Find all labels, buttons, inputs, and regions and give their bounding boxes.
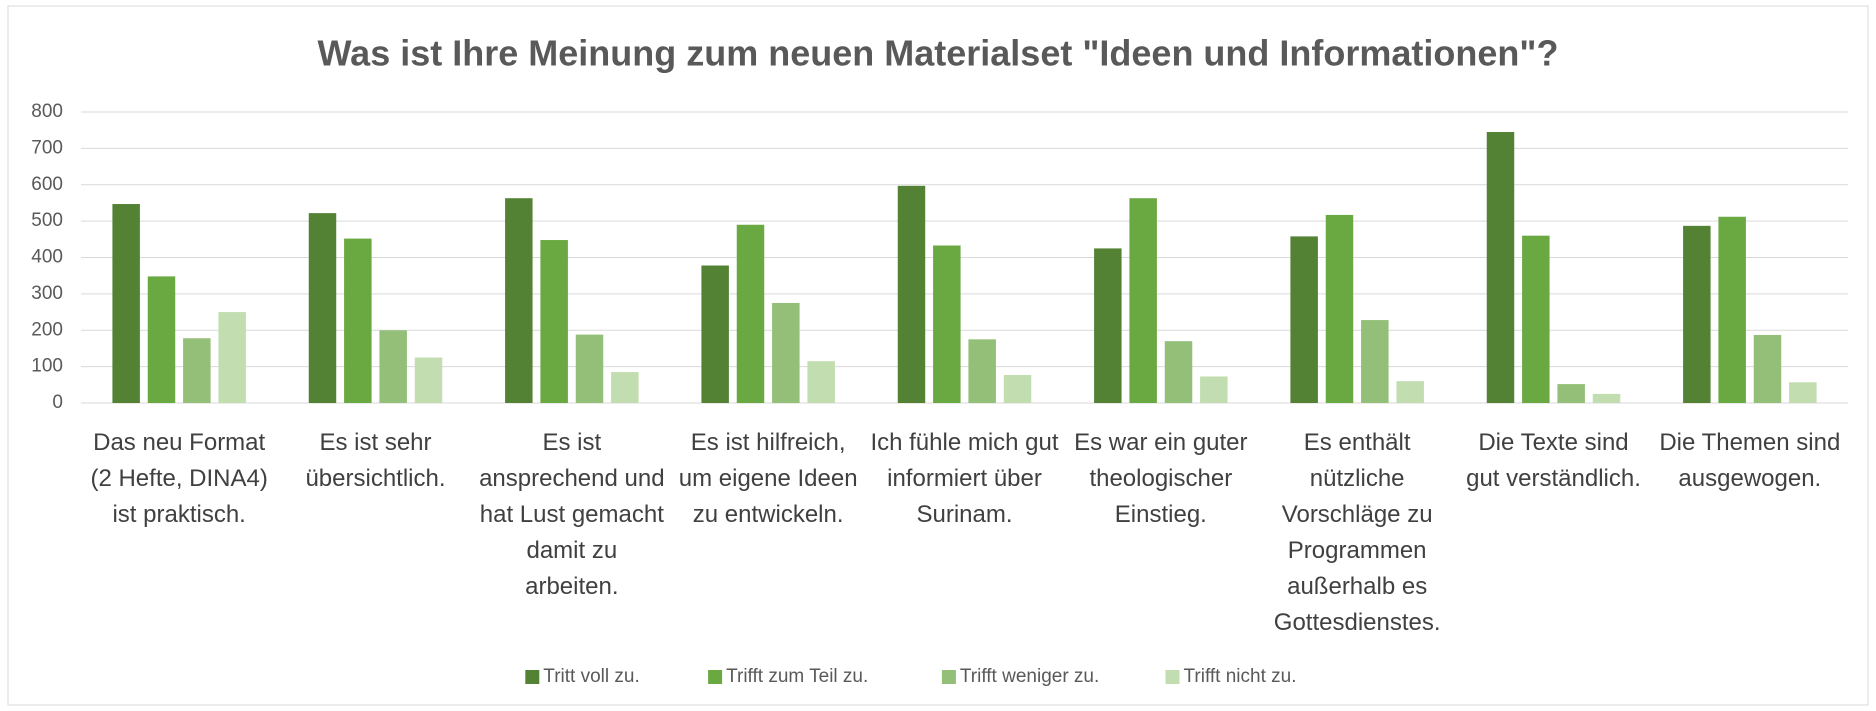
- bar: [1522, 235, 1550, 403]
- bar: [147, 276, 176, 403]
- bar: [897, 185, 926, 403]
- legend-label: Trifft weniger zu.: [960, 666, 1099, 687]
- y-tick-label: 200: [31, 319, 63, 340]
- chart-title: Was ist Ihre Meinung zum neuen Materials…: [318, 33, 1559, 74]
- bar: [736, 224, 765, 403]
- legend-label: Trifft zum Teil zu.: [726, 666, 868, 687]
- bar: [1683, 225, 1711, 403]
- x-tick-label: Es ist sehr übersichtlich.: [305, 429, 446, 492]
- bar: [1200, 376, 1228, 403]
- bar: [414, 357, 443, 403]
- bar: [611, 372, 639, 403]
- bar: [1290, 236, 1318, 403]
- x-tick-label: Die Themen sind ausgewogen.: [1659, 429, 1841, 492]
- bar: [344, 238, 372, 403]
- bar: [701, 265, 729, 403]
- bar: [807, 361, 835, 403]
- bar: [1486, 132, 1515, 403]
- y-tick-label: 800: [31, 101, 63, 122]
- bar: [1396, 381, 1424, 403]
- y-tick-label: 700: [31, 137, 63, 158]
- bar: [1592, 393, 1621, 403]
- y-tick-label: 100: [31, 356, 63, 377]
- x-tick-label: Es war ein guter theologischer Einstieg.: [1074, 429, 1248, 528]
- legend-swatch: [708, 670, 723, 684]
- legend-label: Trifft nicht zu.: [1184, 666, 1297, 687]
- bar: [1003, 374, 1032, 403]
- legend-label: Tritt voll zu.: [543, 666, 639, 687]
- legend-swatch: [1165, 670, 1180, 684]
- bar: [505, 198, 533, 403]
- y-tick-label: 600: [31, 174, 63, 195]
- bar: [183, 338, 211, 403]
- bar: [575, 334, 604, 403]
- x-tick-label: Es enthält nützliche Vorschläge zu Progr…: [1273, 429, 1441, 636]
- y-tick-label: 0: [52, 392, 63, 413]
- bar: [308, 213, 337, 403]
- bar: [1129, 198, 1157, 403]
- x-tick-label: Das neu Format (2 Hefte, DINA4) ist prak…: [90, 429, 268, 528]
- bar: [1557, 384, 1585, 403]
- legend-swatch: [941, 670, 956, 684]
- bar: [1753, 334, 1782, 403]
- bar: [1718, 216, 1746, 403]
- bar: [1361, 320, 1389, 403]
- y-tick-label: 500: [31, 210, 63, 231]
- y-tick-label: 400: [31, 247, 63, 268]
- bar: [1094, 248, 1122, 403]
- bar: [379, 330, 407, 403]
- bar: [933, 245, 961, 403]
- bar: [218, 312, 246, 403]
- bar: [112, 204, 140, 403]
- x-tick-label: Es ist hilfreich, um eigene Ideen zu ent…: [678, 429, 858, 528]
- x-tick-label: Es ist ansprechend und hat Lust gemacht …: [479, 429, 665, 600]
- bar: [1164, 341, 1193, 403]
- bar: [1789, 382, 1817, 403]
- bar: [772, 302, 800, 403]
- y-tick-label: 300: [31, 283, 63, 304]
- bar: [1325, 214, 1354, 403]
- bar: [540, 240, 568, 403]
- x-tick-label: Ich fühle mich gut informiert über Surin…: [870, 429, 1059, 528]
- legend-swatch: [525, 670, 540, 684]
- x-tick-label: Die Texte sind gut verständlich.: [1466, 429, 1641, 492]
- bar: [968, 339, 996, 403]
